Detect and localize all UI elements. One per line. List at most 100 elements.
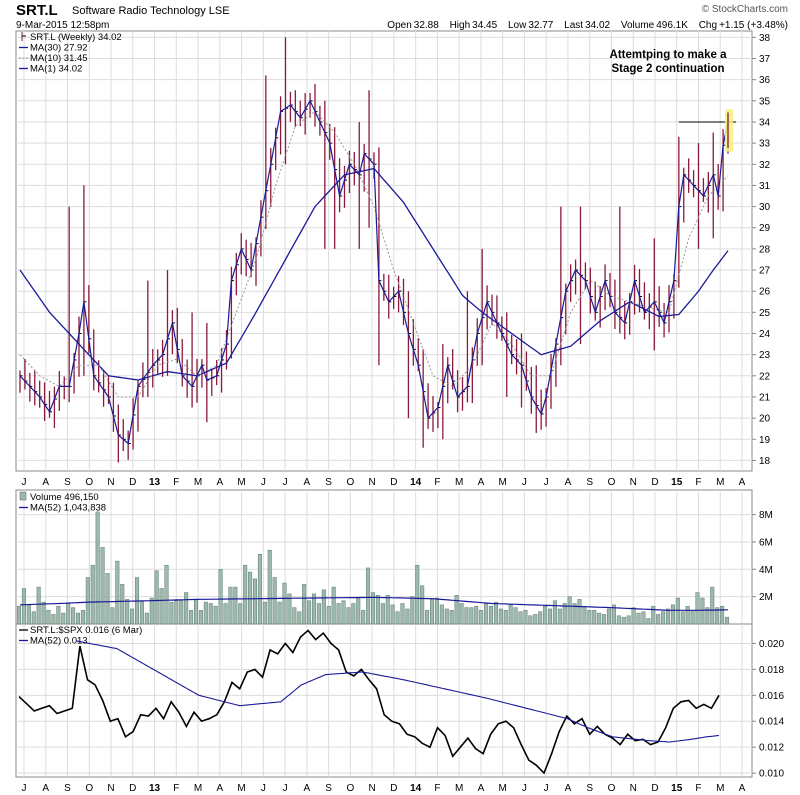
x-tick-label: J xyxy=(283,783,288,794)
volume-bar xyxy=(179,600,184,625)
price-panel-y-tick-label: 28 xyxy=(759,244,771,255)
volume-bar xyxy=(292,607,297,625)
volume-bar xyxy=(130,608,135,625)
price-series xyxy=(19,37,736,463)
quote-summary: Open 32.88 High 34.45 Low 32.77 Last 34.02 V… xyxy=(379,20,788,31)
price-panel-y-tick-label: 33 xyxy=(759,139,771,150)
volume-bar xyxy=(538,611,543,625)
volume-bar xyxy=(685,605,690,625)
x-tick-label: N xyxy=(369,783,376,794)
price-panel-y-tick-label: 37 xyxy=(759,54,771,65)
x-tick-label: J xyxy=(544,477,549,488)
ratio-legend-label: SRT.L:$SPX 0.016 (6 Mar) xyxy=(30,625,142,636)
relative-strength-line xyxy=(18,629,720,775)
volume-bar xyxy=(248,571,253,625)
relative-strength-ma52-line xyxy=(75,640,720,743)
volume-bar xyxy=(213,605,218,625)
x-tick-label: J xyxy=(261,477,266,488)
ratio-panel-frame xyxy=(15,623,753,778)
volume-bar xyxy=(695,592,700,625)
chart-annotation: Stage 2 continuation xyxy=(611,63,724,75)
price-panel-y-tick-label: 35 xyxy=(759,96,771,107)
price-panel-y-tick-label: 22 xyxy=(759,371,771,382)
volume-bar xyxy=(380,603,385,625)
x-tick-label: F xyxy=(434,783,440,794)
ma1-close-line xyxy=(19,99,729,445)
volume-bar xyxy=(105,573,110,625)
volume-bar xyxy=(267,549,272,625)
volume-bar xyxy=(390,604,395,625)
volume-bar xyxy=(21,588,26,625)
volume-bar xyxy=(429,599,435,625)
x-tick-label: D xyxy=(390,477,397,488)
volume-bar xyxy=(700,597,705,625)
volume-bar xyxy=(208,603,213,625)
x-tick-label: S xyxy=(325,477,332,488)
volume-bar xyxy=(218,569,223,625)
breakout-highlight xyxy=(725,109,733,152)
x-tick-label: 15 xyxy=(671,783,683,794)
volume-bar xyxy=(498,608,503,625)
volume-bar xyxy=(75,612,81,625)
x-tick-label: M xyxy=(498,783,506,794)
x-tick-label: M xyxy=(455,783,463,794)
volume-bar xyxy=(125,599,130,625)
volume-bar xyxy=(656,614,661,625)
x-tick-label: J xyxy=(283,477,288,488)
x-tick-label: N xyxy=(630,783,637,794)
volume-bar xyxy=(262,601,267,625)
x-tick-label: S xyxy=(325,783,332,794)
open-value: 32.88 xyxy=(413,20,439,31)
volume-panel-y-tick-label: 6M xyxy=(759,537,773,548)
ma10-line xyxy=(19,110,729,398)
volume-bar xyxy=(31,611,36,625)
ratio-panel-y-tick-label: 0.012 xyxy=(759,743,784,754)
volume-bar xyxy=(139,600,144,625)
price-panel-y-tick-label: 31 xyxy=(759,181,771,192)
volume-bar xyxy=(513,607,518,625)
price-panel-y-tick-label: 23 xyxy=(759,350,771,361)
open-label: Open xyxy=(387,20,412,31)
x-tick-label: F xyxy=(173,783,179,794)
volume-bar xyxy=(243,564,248,625)
volume-bar xyxy=(444,608,449,625)
low-label: Low xyxy=(507,20,527,31)
volume-bar xyxy=(238,603,243,625)
volume-panel-y-tick-label: 8M xyxy=(759,510,773,521)
volume-bar xyxy=(626,615,631,625)
volume-bar xyxy=(370,592,376,625)
volume-bar xyxy=(488,605,494,625)
volume-bar xyxy=(547,608,553,625)
last-label: Last xyxy=(564,20,584,31)
x-tick-label: A xyxy=(565,477,572,488)
x-tick-label: F xyxy=(695,783,701,794)
volume-bar xyxy=(26,604,31,625)
chart-annotation: Attemtping to make a xyxy=(610,49,728,61)
volume-bar xyxy=(174,600,179,625)
volume-bar xyxy=(587,610,592,625)
volume-bar xyxy=(454,595,459,625)
volume-bar xyxy=(85,577,90,625)
volume-value: 496.1K xyxy=(656,20,688,31)
x-tick-label: A xyxy=(304,477,311,488)
x-tick-label: M xyxy=(194,783,202,794)
volume-bar xyxy=(665,608,671,625)
x-tick-label: M xyxy=(237,783,245,794)
volume-bar xyxy=(415,564,420,625)
ratio-panel-y-tick-label: 0.014 xyxy=(759,717,784,728)
price-panel: 18 19 20 21 22 23 24 25 26 27 28 29 30 31 32 33 34 35 36 37… xyxy=(15,30,771,472)
volume-bar xyxy=(120,584,125,625)
price-legend-label: MA(1) 34.02 xyxy=(30,64,82,75)
volume-bar xyxy=(602,614,607,625)
ratio-panel-y-tick-label: 0.020 xyxy=(759,639,784,650)
volume-bar xyxy=(562,603,567,625)
volume-bar xyxy=(474,605,479,625)
volume-bar xyxy=(582,605,587,625)
x-tick-label: A xyxy=(216,783,223,794)
volume-bar xyxy=(110,607,115,625)
x-tick-label: 13 xyxy=(149,477,161,488)
volume-bar xyxy=(720,605,725,625)
volume-bar xyxy=(366,567,371,625)
stockcharts-brand: © StockCharts.com xyxy=(701,4,788,15)
volume-bar xyxy=(90,564,95,625)
